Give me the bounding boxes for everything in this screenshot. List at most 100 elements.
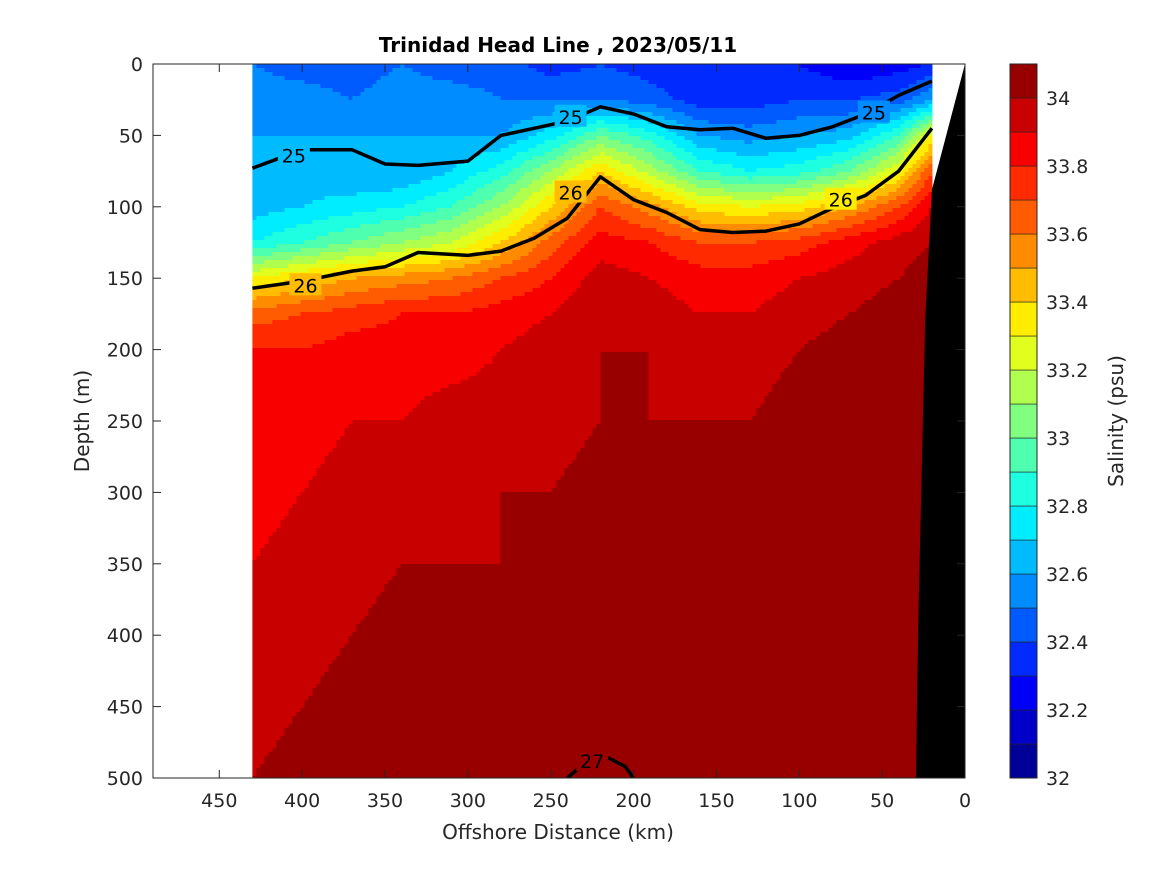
salinity-cell bbox=[396, 140, 401, 145]
salinity-cell bbox=[400, 148, 405, 153]
salinity-cell bbox=[644, 72, 649, 77]
salinity-cell bbox=[408, 124, 413, 129]
salinity-cell bbox=[848, 104, 853, 109]
salinity-cell bbox=[836, 108, 841, 113]
salinity-cell bbox=[764, 124, 769, 129]
salinity-cell bbox=[560, 80, 565, 85]
salinity-cell bbox=[884, 164, 889, 169]
salinity-cell bbox=[548, 148, 553, 153]
salinity-cell bbox=[484, 104, 489, 109]
salinity-cell bbox=[316, 76, 321, 81]
salinity-cell bbox=[292, 96, 297, 101]
salinity-cell bbox=[468, 96, 473, 101]
salinity-cell bbox=[296, 96, 301, 101]
salinity-cell bbox=[416, 108, 421, 113]
salinity-cell bbox=[748, 140, 753, 145]
salinity-cell bbox=[280, 112, 285, 117]
salinity-cell bbox=[848, 160, 853, 165]
salinity-cell bbox=[772, 76, 777, 81]
salinity-cell bbox=[332, 132, 337, 137]
salinity-cell bbox=[800, 164, 805, 169]
salinity-cell bbox=[656, 140, 661, 145]
salinity-cell bbox=[700, 72, 705, 77]
salinity-cell bbox=[808, 120, 813, 125]
salinity-cell bbox=[496, 76, 501, 81]
salinity-cell bbox=[712, 104, 717, 109]
salinity-cell bbox=[456, 164, 461, 169]
salinity-cell bbox=[452, 72, 457, 77]
salinity-cell bbox=[296, 168, 301, 173]
salinity-cell bbox=[908, 128, 913, 133]
salinity-cell bbox=[464, 112, 469, 117]
salinity-cell bbox=[576, 152, 581, 157]
salinity-cell bbox=[444, 88, 449, 93]
salinity-cell bbox=[652, 112, 657, 117]
salinity-cell bbox=[304, 132, 309, 137]
salinity-cell bbox=[572, 140, 577, 145]
salinity-cell bbox=[400, 128, 405, 133]
salinity-cell bbox=[264, 152, 269, 157]
salinity-cell bbox=[416, 116, 421, 121]
salinity-cell bbox=[296, 92, 301, 97]
salinity-cell bbox=[268, 148, 273, 153]
salinity-cell bbox=[848, 84, 853, 89]
salinity-cell bbox=[360, 80, 365, 85]
salinity-cell bbox=[508, 156, 513, 161]
salinity-cell bbox=[256, 64, 261, 69]
salinity-cell bbox=[664, 68, 669, 73]
salinity-cell bbox=[716, 156, 721, 161]
salinity-cell bbox=[520, 84, 525, 89]
salinity-cell bbox=[264, 108, 269, 113]
salinity-cell bbox=[740, 116, 745, 121]
salinity-cell bbox=[692, 80, 697, 85]
salinity-cell bbox=[724, 152, 729, 157]
salinity-cell bbox=[424, 108, 429, 113]
salinity-cell bbox=[780, 164, 785, 169]
salinity-cell bbox=[808, 152, 813, 157]
salinity-cell bbox=[460, 136, 465, 141]
salinity-cell bbox=[788, 80, 793, 85]
salinity-cell bbox=[832, 92, 837, 97]
salinity-cell bbox=[252, 140, 257, 145]
salinity-cell bbox=[704, 108, 709, 113]
salinity-cell bbox=[720, 116, 725, 121]
salinity-cell bbox=[908, 120, 913, 125]
salinity-cell bbox=[780, 140, 785, 145]
salinity-cell bbox=[796, 128, 801, 133]
salinity-cell bbox=[372, 140, 377, 145]
salinity-cell bbox=[260, 84, 265, 89]
salinity-cell bbox=[884, 76, 889, 81]
salinity-cell bbox=[852, 108, 857, 113]
salinity-cell bbox=[900, 76, 905, 81]
salinity-cell bbox=[392, 156, 397, 161]
salinity-cell bbox=[868, 152, 873, 157]
salinity-cell bbox=[296, 72, 301, 77]
salinity-cell bbox=[428, 72, 433, 77]
salinity-cell bbox=[516, 140, 521, 145]
salinity-cell bbox=[920, 76, 925, 81]
salinity-cell bbox=[924, 152, 929, 157]
salinity-cell bbox=[856, 76, 861, 81]
salinity-cell bbox=[588, 148, 593, 153]
salinity-cell bbox=[332, 100, 337, 105]
salinity-cell bbox=[256, 88, 261, 93]
salinity-cell bbox=[812, 100, 817, 105]
salinity-cell bbox=[604, 132, 609, 137]
salinity-cell bbox=[752, 144, 757, 149]
salinity-cell bbox=[540, 68, 545, 73]
salinity-cell bbox=[804, 152, 809, 157]
salinity-cell bbox=[488, 132, 493, 137]
salinity-cell bbox=[412, 92, 417, 97]
salinity-cell bbox=[792, 96, 797, 101]
salinity-cell bbox=[500, 84, 505, 89]
salinity-cell bbox=[596, 140, 601, 145]
salinity-cell bbox=[920, 120, 925, 125]
salinity-cell bbox=[612, 148, 617, 153]
salinity-cell bbox=[408, 88, 413, 93]
salinity-cell bbox=[468, 64, 473, 69]
salinity-cell bbox=[912, 160, 917, 165]
salinity-cell bbox=[416, 140, 421, 145]
salinity-cell bbox=[660, 160, 665, 165]
salinity-cell bbox=[920, 160, 925, 165]
salinity-cell bbox=[916, 64, 921, 69]
